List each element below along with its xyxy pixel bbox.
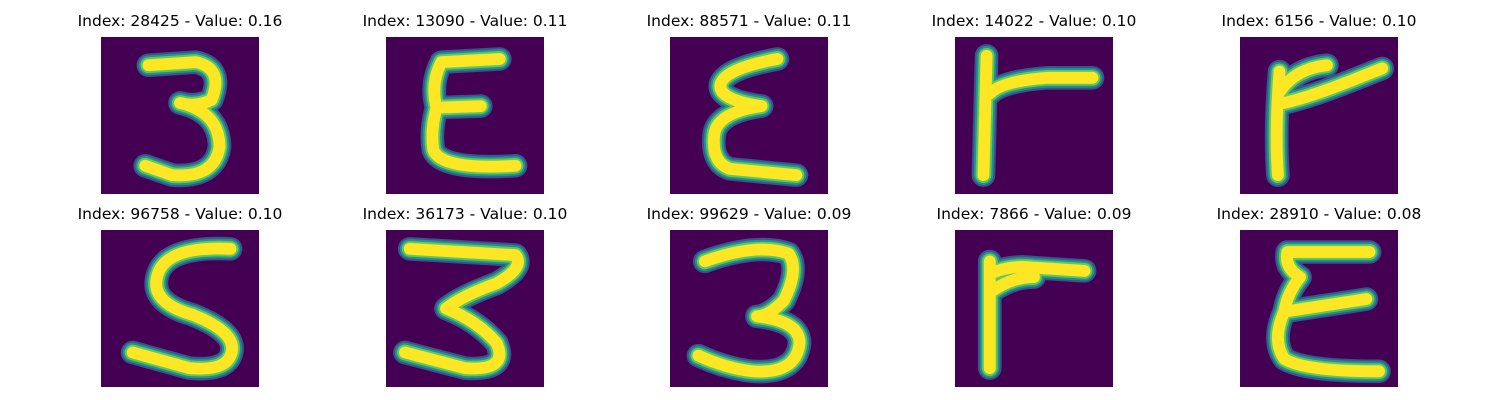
stroke-core <box>1270 59 1389 182</box>
digit-image-svg <box>670 230 828 387</box>
digit-image-svg <box>101 37 259 194</box>
digit-image <box>1240 37 1398 194</box>
digit-image <box>955 230 1113 387</box>
stroke-core <box>977 49 1099 182</box>
stroke-core <box>983 255 1091 375</box>
panel-title: Index: 99629 - Value: 0.09 <box>646 205 852 223</box>
stroke-core <box>399 242 524 375</box>
stroke-core <box>692 243 806 378</box>
panel: Index: 96758 - Value: 0.10 <box>50 205 310 387</box>
panel-title: Index: 7866 - Value: 0.09 <box>936 205 1132 223</box>
digit-image <box>670 37 828 194</box>
stroke-core <box>1272 246 1385 378</box>
digit-image-svg <box>670 37 828 194</box>
panel: Index: 14022 - Value: 0.10 <box>904 12 1164 194</box>
panel: Index: 28425 - Value: 0.16 <box>50 12 310 194</box>
panel-title: Index: 28425 - Value: 0.16 <box>77 12 283 30</box>
panel-title: Index: 14022 - Value: 0.10 <box>931 12 1137 30</box>
panel-title: Index: 13090 - Value: 0.11 <box>362 12 568 30</box>
stroke-core <box>126 242 238 375</box>
panel: Index: 7866 - Value: 0.09 <box>904 205 1164 387</box>
panel-title: Index: 28910 - Value: 0.08 <box>1216 205 1422 223</box>
digit-image <box>1240 230 1398 387</box>
panel: Index: 99629 - Value: 0.09 <box>619 205 879 387</box>
panel: Index: 13090 - Value: 0.11 <box>335 12 595 194</box>
digit-image <box>101 37 259 194</box>
stroke-core <box>426 53 522 173</box>
digit-image <box>386 230 544 387</box>
digit-image <box>386 37 544 194</box>
digit-image-svg <box>386 37 544 194</box>
panel-title: Index: 6156 - Value: 0.10 <box>1221 12 1417 30</box>
digit-image <box>955 37 1113 194</box>
digit-image-svg <box>386 230 544 387</box>
digit-image-svg <box>1240 37 1398 194</box>
panel-title: Index: 36173 - Value: 0.10 <box>362 205 568 223</box>
panel: Index: 28910 - Value: 0.08 <box>1189 205 1449 387</box>
panel: Index: 88571 - Value: 0.11 <box>619 12 879 194</box>
panel: Index: 36173 - Value: 0.10 <box>335 205 595 387</box>
digit-image-svg <box>1240 230 1398 387</box>
panel: Index: 6156 - Value: 0.10 <box>1189 12 1449 194</box>
digit-image-svg <box>955 37 1113 194</box>
panel-title: Index: 88571 - Value: 0.11 <box>646 12 852 30</box>
digit-image-svg <box>955 230 1113 387</box>
panel-title: Index: 96758 - Value: 0.10 <box>77 205 283 223</box>
digit-image <box>101 230 259 387</box>
digit-image <box>670 230 828 387</box>
stroke-core <box>707 53 803 182</box>
stroke-core <box>139 56 226 182</box>
digit-image-svg <box>101 230 259 387</box>
